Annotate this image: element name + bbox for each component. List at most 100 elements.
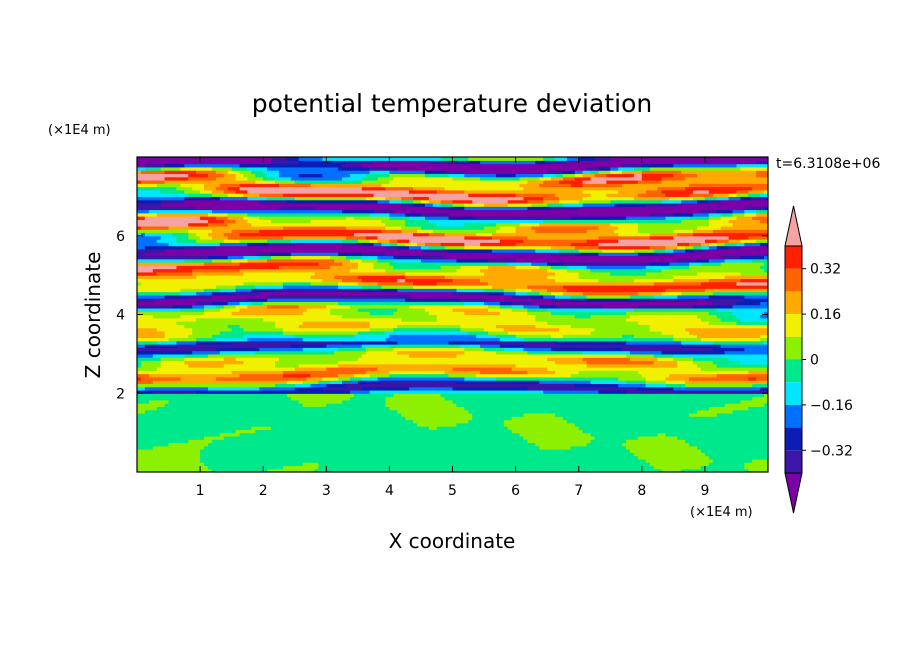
field-cell [164,445,170,450]
field-cell [137,465,142,470]
field-cell [551,442,556,447]
field-cell [176,432,181,437]
field-cell [468,465,473,470]
field-cell [724,432,730,437]
field-cell [681,468,686,472]
field-cell [740,426,745,430]
field-cell [637,429,643,434]
field-cell [614,445,619,450]
field-cell [140,439,146,444]
field-cell [137,442,142,447]
field-cell [523,468,529,472]
field-cell [448,432,454,437]
field-cell [610,455,615,460]
field-cell [424,422,430,427]
field-cell [535,442,540,447]
field-cell [160,432,166,437]
field-cell [377,465,383,470]
field-cell [740,429,745,434]
field-cell [176,429,181,434]
field-cell [393,465,398,470]
field-cell [440,458,446,463]
field-cell [657,419,663,424]
field-cell [137,416,142,421]
field-cell [428,465,434,470]
field-cell [326,439,331,444]
field-cell [578,422,584,427]
field-cell [614,419,619,424]
field-cell [235,462,241,467]
field-cell [420,449,426,453]
field-cell [448,439,454,444]
field-cell [140,416,146,421]
field-cell [211,432,217,437]
field-cell [369,465,375,470]
field-cell [278,419,284,424]
field-cell [519,422,525,427]
field-cell [460,435,465,440]
field-cell [200,445,205,450]
field-cell [637,445,643,450]
field-cell [594,429,600,434]
field-cell [428,468,434,472]
field-cell [353,445,359,450]
field-cell [673,422,678,427]
field-cell [570,455,576,460]
field-cell [626,442,631,447]
field-cell [460,445,465,450]
field-cell [515,452,521,457]
field-cell [322,452,327,457]
field-cell [389,455,394,460]
field-cell [491,422,497,427]
field-cell [160,449,166,453]
field-cell [653,445,659,450]
field-cell [649,435,655,440]
field-cell [487,432,493,437]
field-cell [243,442,249,447]
field-cell [562,426,568,430]
field-cell [614,426,619,430]
field-cell [164,419,170,424]
field-cell [263,432,268,437]
field-cell [480,449,485,453]
field-cell [495,432,501,437]
field-cell [444,435,450,440]
field-cell [480,442,485,447]
field-cell [700,419,706,424]
field-cell [275,462,280,467]
field-cell [511,435,517,440]
field-cell [164,455,170,460]
field-cell [160,465,166,470]
field-cell [286,452,292,457]
field-cell [397,449,402,453]
field-cell [267,455,272,460]
field-cell [349,422,355,427]
field-cell [610,462,615,467]
field-cell [689,422,694,427]
field-cell [641,422,647,427]
field-cell [184,468,189,472]
field-cell [156,462,162,467]
field-cell [665,458,670,463]
field-cell [393,435,398,440]
field-cell [633,449,639,453]
field-cell [724,458,730,463]
field-cell [200,452,205,457]
time-label: t=6.3108e+06 [776,156,880,172]
field-cell [148,458,154,463]
field-cell [377,439,383,444]
field-cell [582,468,588,472]
field-cell [148,455,154,460]
field-cell [732,442,738,447]
field-cell [685,439,690,444]
field-cell [519,455,525,460]
field-cell [176,458,181,463]
field-cell [192,468,197,472]
field-cell [306,449,312,453]
field-cell [704,458,710,463]
field-cell [602,426,607,430]
field-cell [168,439,174,444]
field-cell [527,465,532,470]
field-cell [389,449,394,453]
field-cell [740,465,745,470]
